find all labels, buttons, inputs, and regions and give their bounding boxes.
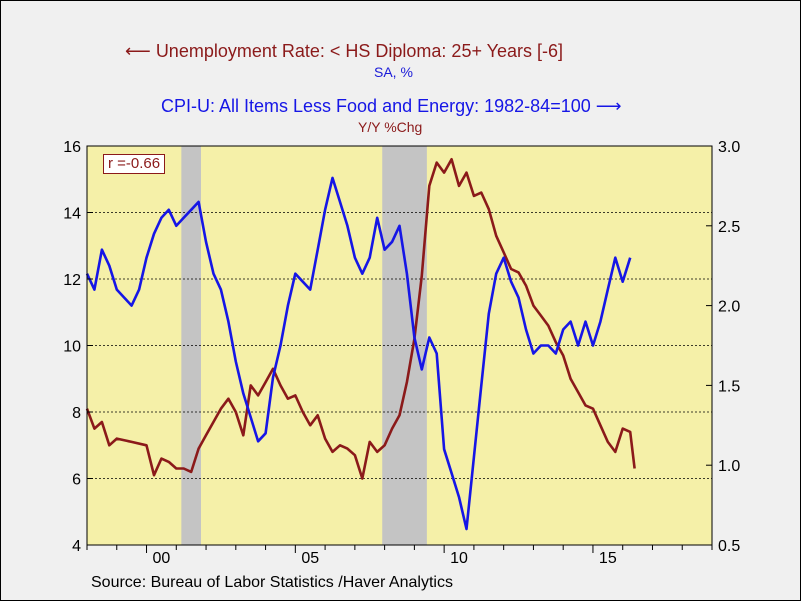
y-left-tick-label: 8 [72, 405, 81, 422]
y-right-tick-label: 2.0 [718, 299, 740, 316]
x-tick-label: 05 [301, 550, 319, 567]
x-tick-label: 15 [599, 550, 617, 567]
y-left-tick-label: 16 [63, 139, 81, 156]
legend-left-series: ⟵ Unemployment Rate: < HS Diploma: 25+ Y… [125, 41, 563, 62]
y-right-tick-label: 3.0 [718, 139, 740, 156]
y-left-tick-label: 14 [63, 206, 81, 223]
y-left-tick-label: 12 [63, 272, 81, 289]
x-tick-label: 00 [153, 550, 171, 567]
legend-left-series-label: Unemployment Rate: < HS Diploma: 25+ Yea… [155, 41, 564, 61]
x-tick-label: 10 [450, 550, 468, 567]
legend-right-series: CPI-U: All Items Less Food and Energy: 1… [161, 96, 622, 117]
source-note: Source: Bureau of Labor Statistics /Have… [91, 574, 453, 591]
correlation-annotation: r =-0.66 [103, 154, 166, 174]
legend-right-series-sublabel: Y/Y %Chg [358, 119, 423, 135]
y-right-tick-label: 1.5 [718, 378, 740, 395]
series-line-2 [85, 176, 632, 531]
legend-left-series-sublabel: SA, % [374, 64, 413, 80]
y-left-tick-label: 10 [63, 339, 81, 356]
y-right-tick-label: 1.0 [718, 458, 740, 475]
series-line-1 [85, 158, 636, 480]
y-left-tick-label: 4 [72, 538, 81, 555]
y-right-tick-label: 0.5 [718, 538, 740, 555]
right-arrow-icon: ⟶ [590, 96, 622, 116]
y-left-tick-label: 6 [72, 472, 81, 489]
legend-right-series-label: CPI-U: All Items Less Food and Energy: 1… [161, 96, 591, 116]
y-right-tick-label: 2.5 [718, 219, 740, 236]
left-arrow-icon: ⟵ [125, 41, 156, 61]
